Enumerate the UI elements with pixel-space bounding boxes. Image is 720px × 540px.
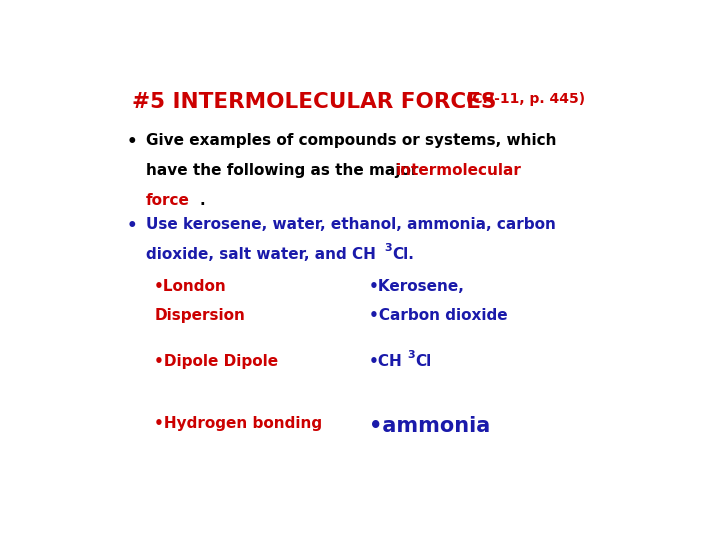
Text: •Carbon dioxide: •Carbon dioxide bbox=[369, 308, 508, 323]
Text: intermolecular: intermolecular bbox=[396, 163, 522, 178]
Text: Give examples of compounds or systems, which: Give examples of compounds or systems, w… bbox=[145, 133, 557, 148]
Text: Dispersion: Dispersion bbox=[154, 308, 245, 323]
Text: dioxide, salt water, and CH: dioxide, salt water, and CH bbox=[145, 246, 376, 261]
Text: •Hydrogen bonding: •Hydrogen bonding bbox=[154, 416, 323, 431]
Text: •ammonia: •ammonia bbox=[369, 416, 490, 436]
Text: (CH-11, p. 445): (CH-11, p. 445) bbox=[461, 92, 585, 106]
Text: •Dipole Dipole: •Dipole Dipole bbox=[154, 354, 279, 369]
Text: Use kerosene, water, ethanol, ammonia, carbon: Use kerosene, water, ethanol, ammonia, c… bbox=[145, 217, 556, 232]
Text: 3: 3 bbox=[407, 350, 415, 361]
Text: #5 INTERMOLECULAR FORCES: #5 INTERMOLECULAR FORCES bbox=[132, 92, 496, 112]
Text: Cl: Cl bbox=[415, 354, 431, 369]
Text: Cl.: Cl. bbox=[392, 246, 414, 261]
Text: •CH: •CH bbox=[369, 354, 402, 369]
Text: •: • bbox=[126, 217, 137, 234]
Text: •London: •London bbox=[154, 279, 227, 294]
Text: •Kerosene,: •Kerosene, bbox=[369, 279, 465, 294]
Text: force: force bbox=[145, 193, 189, 208]
Text: .: . bbox=[199, 193, 205, 208]
Text: have the following as the major: have the following as the major bbox=[145, 163, 423, 178]
Text: 3: 3 bbox=[384, 243, 392, 253]
Text: •: • bbox=[126, 133, 137, 151]
